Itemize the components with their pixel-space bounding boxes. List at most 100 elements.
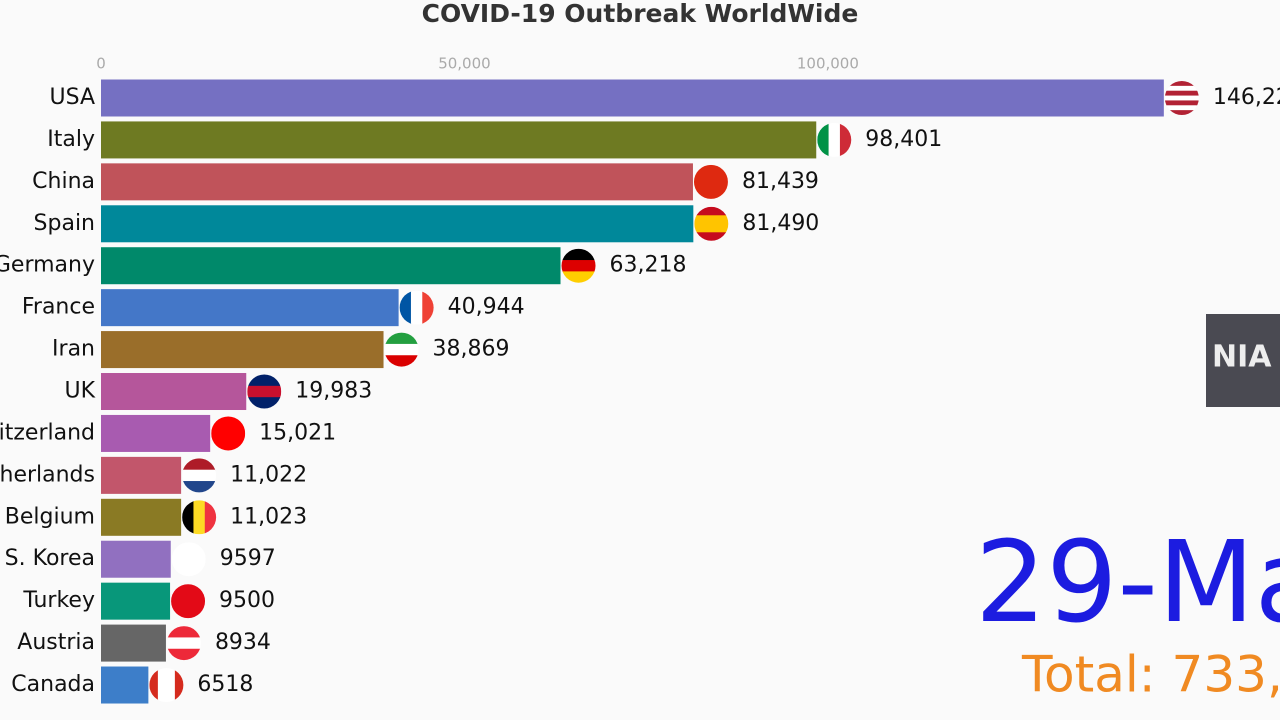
y-tick-label: itzerland	[0, 420, 95, 445]
flag-stripe	[410, 290, 423, 325]
bar	[101, 666, 149, 704]
flag-stripe	[149, 668, 159, 703]
flag-stripe	[247, 385, 282, 398]
flag-stripe	[1164, 85, 1199, 92]
flag-stripe	[204, 500, 217, 535]
flag-stripe	[182, 481, 217, 493]
y-tick-label: Italy	[47, 127, 95, 152]
value-label: 40,944	[448, 295, 525, 320]
flag	[182, 500, 217, 535]
bar	[101, 163, 693, 201]
flag-stripe	[1164, 81, 1199, 87]
flag	[171, 542, 206, 577]
flag-stripe	[422, 290, 434, 325]
value-label: 98,401	[865, 127, 942, 152]
value-label: 15,021	[259, 420, 336, 445]
flag-stripe	[174, 668, 184, 703]
flag-stripe	[693, 164, 728, 199]
bar	[101, 624, 166, 662]
flag-stripe	[828, 122, 841, 157]
value-label: 38,869	[433, 337, 510, 362]
flag-stripe	[171, 542, 206, 577]
value-label: 11,022	[230, 462, 307, 487]
y-tick-label: Canada	[11, 672, 95, 697]
bar	[101, 121, 817, 159]
flag-stripe	[193, 500, 206, 535]
value-label: 19,983	[295, 379, 372, 404]
flag-stripe	[182, 500, 194, 535]
logo-box	[1206, 314, 1280, 407]
y-tick-label: Belgium	[5, 504, 95, 529]
flag-stripe	[166, 648, 201, 661]
y-tick-label: Iran	[52, 337, 95, 362]
bar	[101, 247, 561, 285]
flag-stripe	[694, 223, 729, 233]
y-tick-label: Austria	[17, 630, 95, 655]
bar	[101, 205, 694, 243]
flag-stripe	[839, 122, 852, 157]
bar	[101, 373, 247, 411]
flag	[149, 668, 184, 703]
flag	[166, 626, 201, 661]
flag	[171, 584, 206, 619]
flag-stripe	[399, 290, 412, 325]
value-label: 146,22	[1213, 85, 1280, 110]
flag-stripe	[561, 248, 596, 261]
flag	[817, 122, 852, 157]
flag	[211, 416, 246, 451]
y-tick-label: Spain	[34, 211, 95, 236]
flag-stripe	[166, 637, 201, 650]
flag	[561, 248, 596, 283]
y-tick-label: Germany	[0, 253, 95, 278]
flag-stripe	[694, 206, 729, 216]
value-label: 81,439	[742, 169, 819, 194]
flag-stripe	[384, 332, 419, 345]
y-tick-label: herlands	[0, 462, 95, 487]
flag-stripe	[211, 416, 246, 451]
flag-stripe	[1164, 105, 1199, 111]
bar	[101, 289, 399, 327]
flag-stripe	[817, 122, 830, 157]
value-label: 63,218	[610, 253, 687, 278]
x-tick-label: 100,000	[797, 55, 859, 73]
bar	[101, 540, 171, 578]
chart-title: COVID-19 Outbreak WorldWide	[422, 0, 859, 28]
bar	[101, 456, 182, 494]
bar	[101, 79, 1164, 117]
date-label: 29-Ma	[975, 518, 1280, 648]
flag	[182, 458, 217, 493]
flag-stripe	[247, 397, 282, 409]
flag-stripe	[694, 232, 729, 241]
y-tick-label: UK	[64, 379, 95, 404]
flag-stripe	[166, 626, 201, 638]
flag	[694, 206, 729, 241]
flag-stripe	[561, 260, 596, 272]
value-label: 6518	[197, 672, 253, 697]
value-label: 9597	[220, 546, 276, 571]
y-tick-label: France	[22, 295, 95, 320]
value-label: 8934	[215, 630, 271, 655]
flag	[693, 164, 728, 199]
flag-stripe	[1164, 110, 1199, 115]
flag-stripe	[384, 343, 419, 356]
y-tick-label: USA	[49, 85, 95, 110]
flag-stripe	[182, 469, 217, 482]
flag	[247, 374, 282, 409]
flag	[1164, 81, 1199, 115]
y-tick-label: Turkey	[22, 588, 95, 613]
value-label: 9500	[219, 588, 275, 613]
flag-stripe	[1164, 100, 1199, 106]
y-tick-label: China	[32, 169, 95, 194]
flag	[384, 332, 419, 367]
x-tick-label: 50,000	[438, 55, 491, 73]
bar	[101, 582, 171, 620]
total-label: Total: 733,5	[1021, 646, 1280, 704]
y-tick-label: S. Korea	[5, 546, 95, 571]
flag-stripe	[384, 355, 419, 367]
x-tick-label: 0	[96, 55, 106, 73]
flag-stripe	[694, 215, 729, 225]
flag-stripe	[1164, 90, 1199, 97]
flag-stripe	[157, 668, 167, 703]
